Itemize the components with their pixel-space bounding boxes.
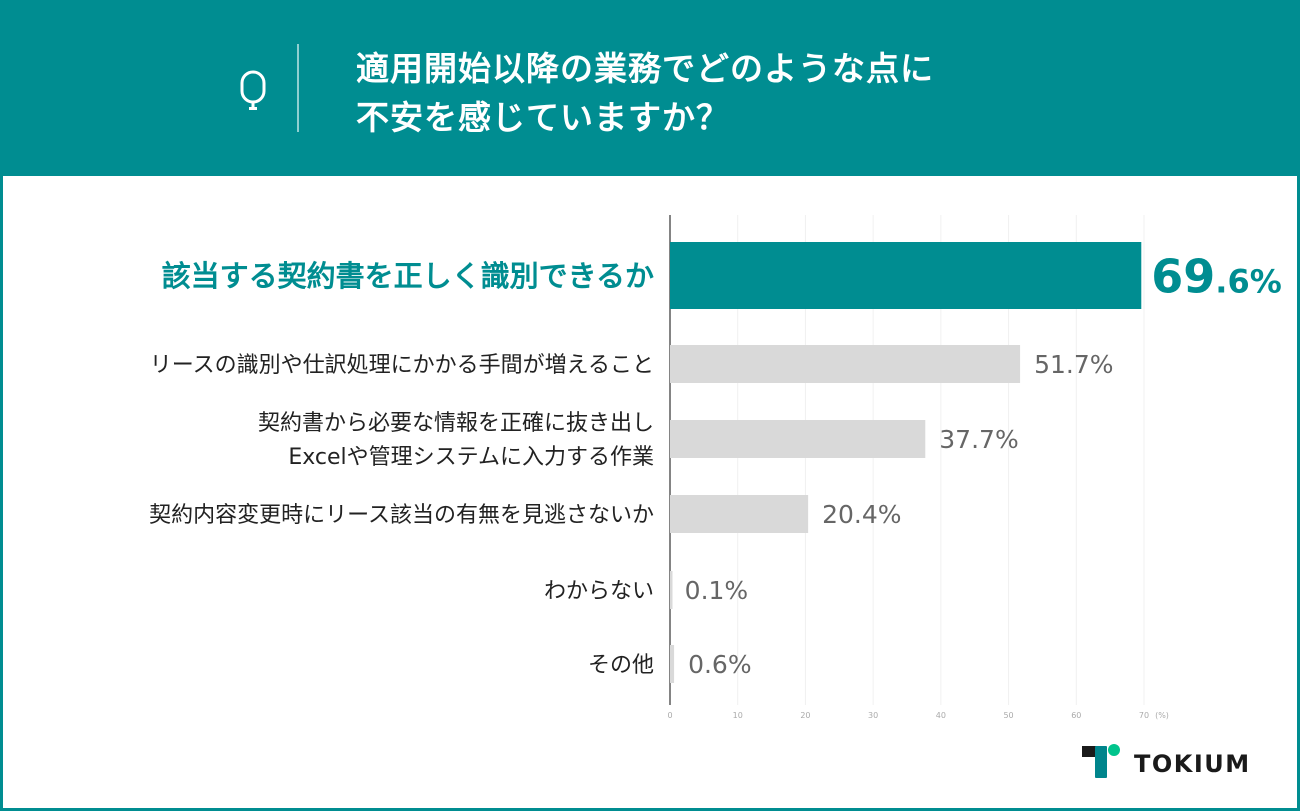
x-tick-label: 60 xyxy=(1071,711,1081,720)
bar xyxy=(670,345,1021,383)
bar xyxy=(670,242,1142,309)
category-label: 契約書から必要な情報を正確に抜き出し xyxy=(258,411,654,436)
value-label: 51.7% xyxy=(1034,350,1113,379)
x-tick-label: 40 xyxy=(936,711,946,720)
category-label: 該当する契約書を正しく識別できるか xyxy=(162,259,654,293)
tokium-logo: TOKIUM xyxy=(1082,744,1251,778)
logo-text: TOKIUM xyxy=(1134,750,1251,778)
title-line: 適用開始以降の業務でどのような点に xyxy=(356,49,934,88)
bar xyxy=(670,571,673,609)
x-tick-label: 10 xyxy=(733,711,743,720)
category-label: わからない xyxy=(544,579,654,604)
x-tick-label: 70 xyxy=(1139,711,1149,720)
value-label: 20.4% xyxy=(822,500,901,529)
bar xyxy=(670,645,675,683)
x-tick-label: 0 xyxy=(667,711,672,720)
value-label: 37.7% xyxy=(939,425,1018,454)
q-icon xyxy=(240,70,266,110)
header: 適用開始以降の業務でどのような点に 不安を感じていますか？ xyxy=(0,0,1300,176)
x-tick-label: 30 xyxy=(868,711,878,720)
category-label: リースの識別や仕訳処理にかかる手間が増えること xyxy=(150,353,654,378)
page-title: 適用開始以降の業務でどのような点に 不安を感じていますか？ xyxy=(356,44,934,142)
x-tick-label: 50 xyxy=(1003,711,1013,720)
value-label: 69.6% xyxy=(1151,250,1282,304)
value-label: 0.1% xyxy=(685,576,749,605)
header-divider xyxy=(297,44,299,132)
x-tick-label: 20 xyxy=(800,711,810,720)
x-unit-label: (%) xyxy=(1155,711,1169,720)
title-line: 不安を感じていますか？ xyxy=(356,98,730,137)
category-label: Excelや管理システムに入力する作業 xyxy=(288,445,654,470)
value-label: 0.6% xyxy=(688,650,752,679)
category-label: 契約内容変更時にリース該当の有無を見逃さないか xyxy=(149,503,654,528)
bar xyxy=(670,420,926,458)
bar xyxy=(670,495,809,533)
category-label: その他 xyxy=(588,653,654,678)
